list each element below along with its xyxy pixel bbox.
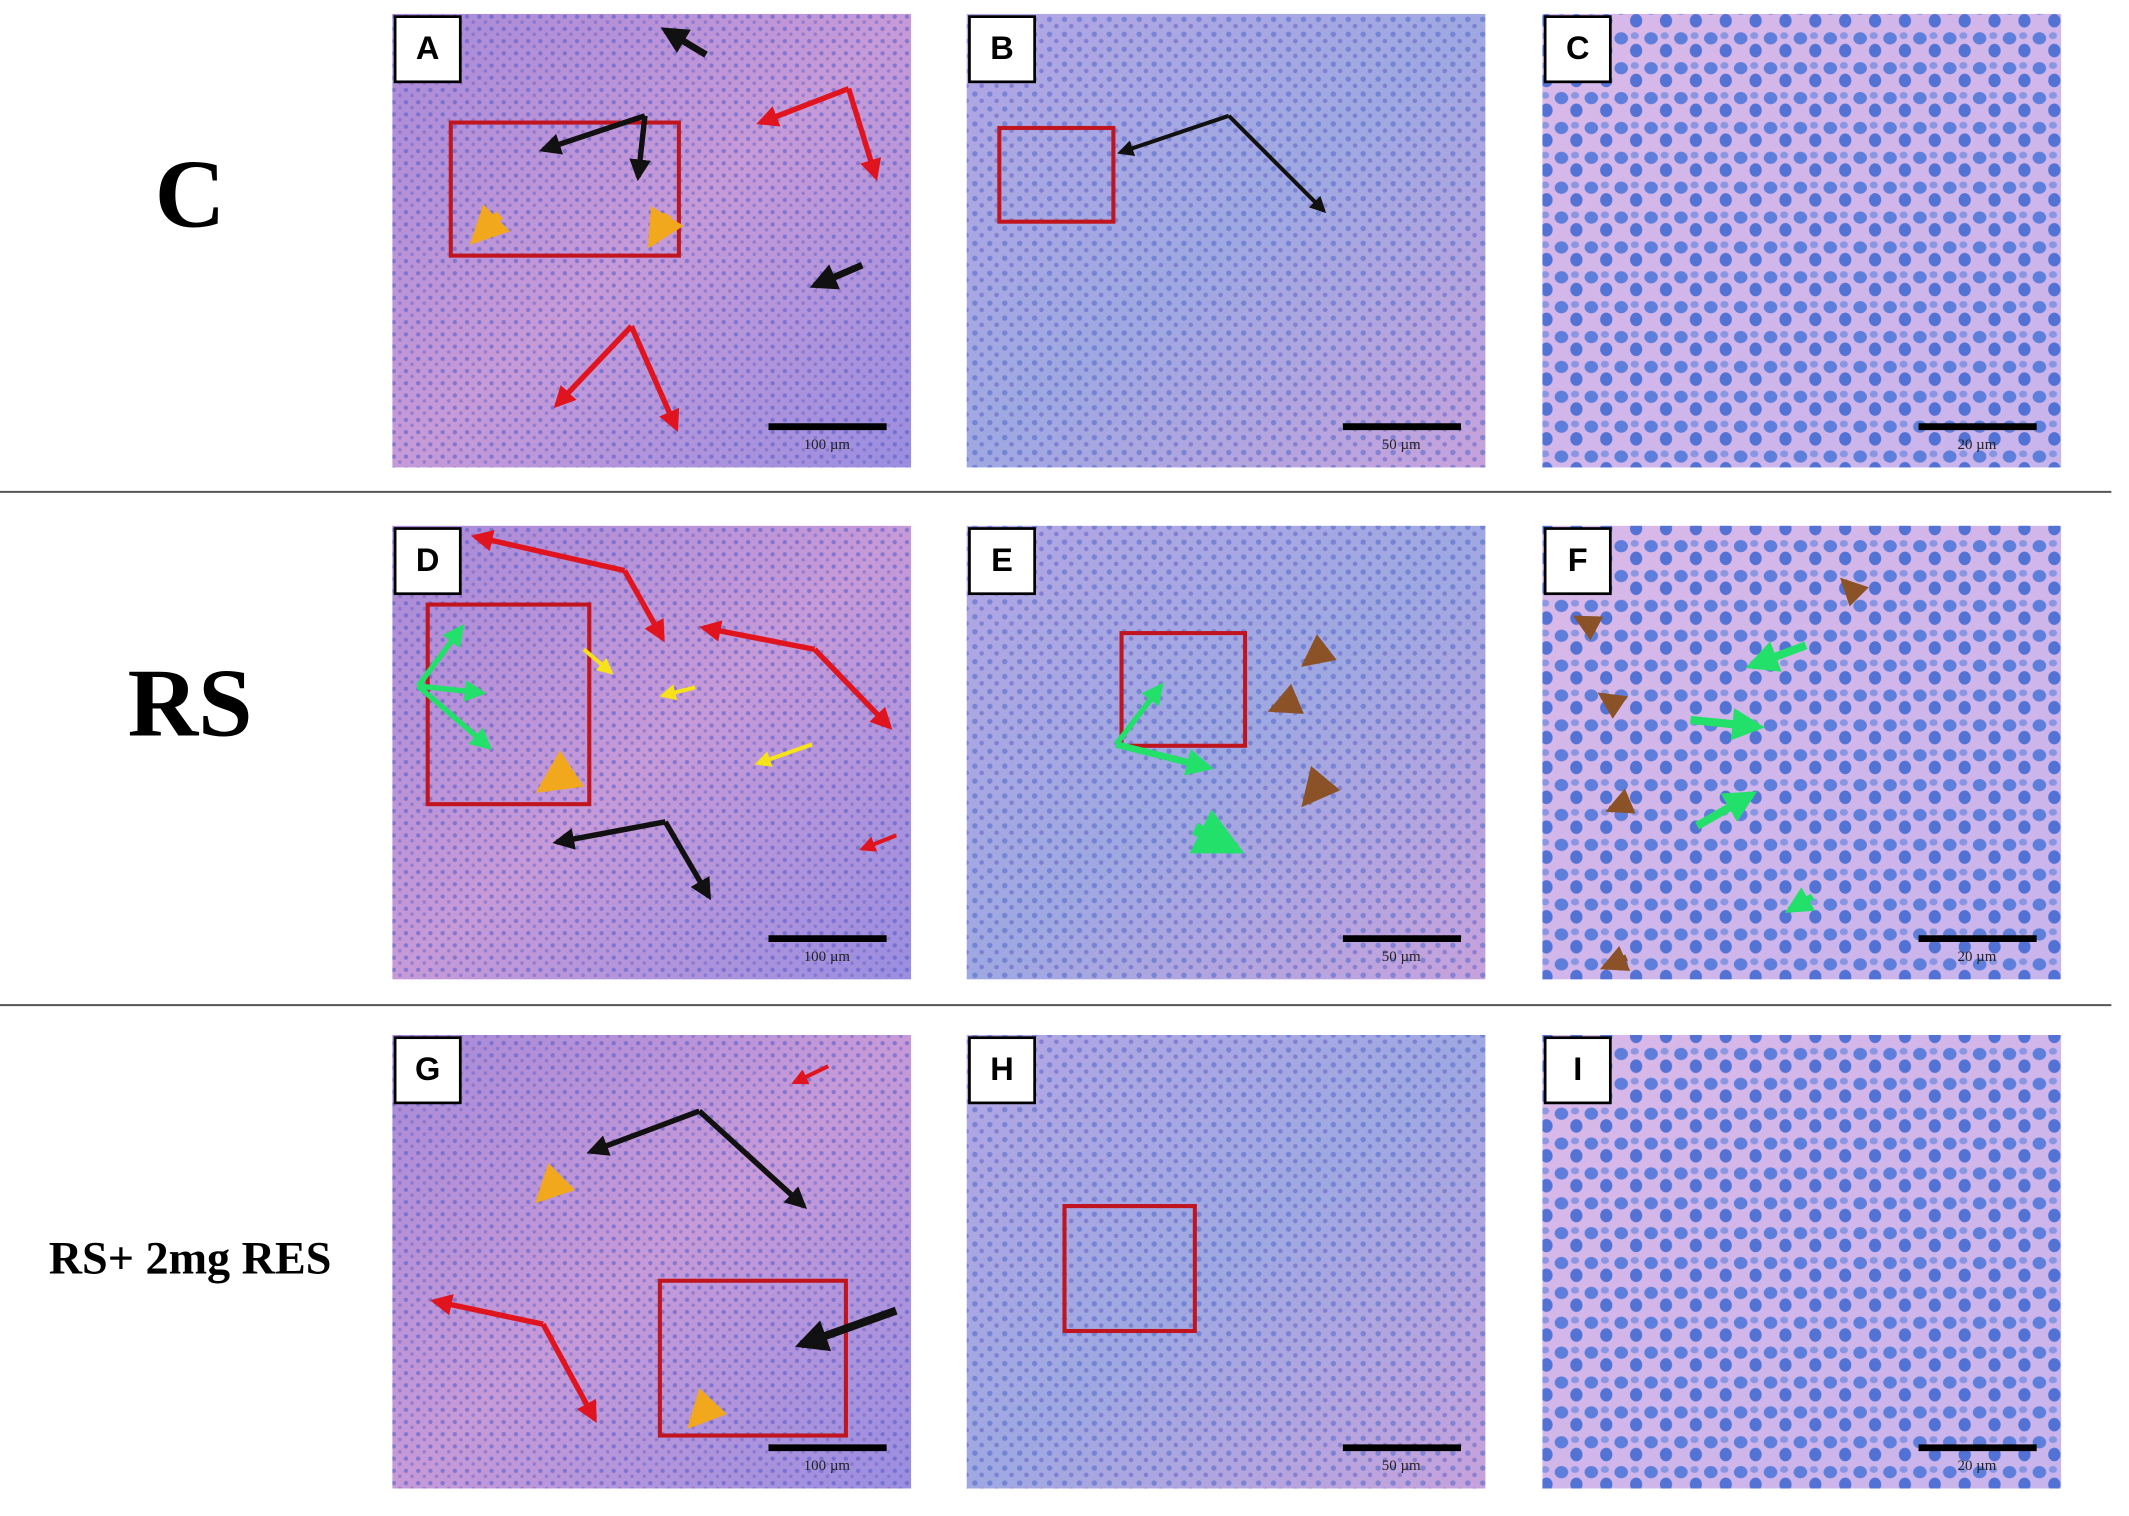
annotation-arrow — [754, 742, 813, 767]
scale-bar-label: 100 µm — [804, 1458, 851, 1474]
panel-letter: B — [990, 30, 1014, 66]
annotation-arrow — [812, 647, 893, 730]
panel-letter-box — [393, 527, 462, 596]
annotation-arrow — [628, 325, 680, 433]
annotation-arrow — [417, 680, 487, 702]
panel-letter-box — [1543, 15, 1612, 84]
region-box — [657, 1278, 848, 1438]
annotation-arrow — [1597, 692, 1628, 719]
annotation-arrow — [1267, 683, 1304, 714]
annotation-arrow — [469, 204, 511, 245]
annotation-arrow — [659, 684, 696, 701]
annotation-arrow — [1784, 887, 1816, 913]
annotation-arrow — [791, 1064, 830, 1085]
annotation-arrow — [1227, 114, 1327, 214]
scale-bar-label: 50 µm — [1382, 949, 1421, 965]
annotation-arrow — [582, 647, 614, 675]
region-box — [1062, 1204, 1197, 1334]
panel-letter: F — [1568, 542, 1588, 578]
micrograph-texture — [966, 1034, 1486, 1489]
annotation-arrow — [687, 1388, 728, 1429]
row-label: RS+ 2mg RES — [49, 1233, 332, 1284]
annotation-arrow — [416, 624, 465, 688]
annotation-arrow — [1189, 809, 1245, 855]
annotation-arrow — [1301, 765, 1341, 808]
scale-bar-label: 20 µm — [1957, 437, 1996, 453]
region-box — [1119, 631, 1248, 748]
annotation-arrow — [809, 262, 864, 290]
annotation-arrow — [794, 1306, 898, 1352]
annotation-arrow — [629, 115, 651, 182]
annotation-arrow — [1599, 945, 1631, 971]
scale-bar-label: 50 µm — [1382, 437, 1421, 453]
panel-letter: I — [1573, 1051, 1582, 1087]
annotation-arrow — [1605, 788, 1636, 814]
annotation-arrow — [470, 529, 626, 574]
panel-letter: E — [991, 542, 1013, 578]
row-label: RS — [128, 650, 253, 758]
panel-letter: A — [416, 30, 440, 66]
panel-letter: H — [990, 1051, 1014, 1087]
micrograph-texture — [966, 13, 1486, 468]
panel-letter: D — [416, 542, 440, 578]
annotation-arrow — [662, 820, 712, 901]
row-label: C — [155, 140, 226, 248]
scale-bar-label: 20 µm — [1957, 1458, 1996, 1474]
micrograph-texture — [1542, 525, 2062, 980]
annotation-arrow — [846, 87, 882, 182]
micrograph-texture — [392, 525, 912, 980]
panel-letter-box — [968, 15, 1036, 84]
scale-bar-label: 100 µm — [804, 949, 851, 965]
panel-letter-box — [968, 527, 1036, 596]
annotation-arrow — [1745, 641, 1808, 672]
annotation-arrow — [699, 620, 816, 653]
annotation-arrow — [660, 27, 708, 58]
annotation-arrow — [647, 206, 684, 249]
panel-letter-box — [968, 1036, 1036, 1105]
annotation-arrow — [586, 1108, 701, 1156]
annotation-arrow — [416, 683, 493, 750]
annotation-arrow — [622, 569, 665, 643]
annotation-arrow — [1115, 741, 1214, 776]
annotation-arrow — [756, 86, 850, 127]
annotation-arrow — [1840, 577, 1869, 607]
annotation-arrow — [1695, 791, 1758, 830]
annotation-arrow — [540, 1322, 598, 1424]
annotation-arrow — [1113, 682, 1164, 747]
scale-bar-label: 20 µm — [1957, 949, 1996, 965]
annotation-arrow — [535, 750, 585, 793]
region-box — [997, 125, 1116, 224]
region-box — [425, 602, 592, 807]
panel-letter: C — [1566, 30, 1590, 66]
micrograph-texture — [1542, 13, 2062, 468]
micrograph-texture — [1542, 1034, 2062, 1489]
panel-letter: G — [415, 1051, 440, 1087]
scale-bar-label: 100 µm — [804, 437, 851, 453]
annotation-arrow — [538, 113, 646, 155]
panel-letter-box — [1543, 1036, 1612, 1105]
panel-letter-box — [393, 15, 462, 84]
annotation-arrow — [552, 819, 666, 850]
annotation-arrow — [430, 1294, 544, 1327]
micrograph-texture — [392, 1034, 912, 1489]
annotation-arrow — [553, 324, 634, 409]
annotation-arrow — [1301, 634, 1337, 667]
annotation-arrow — [1690, 707, 1765, 741]
annotation-arrow — [1117, 113, 1230, 156]
panel-letter-box — [393, 1036, 462, 1105]
annotation-arrow — [1572, 615, 1604, 641]
scale-bar-label: 50 µm — [1382, 1458, 1421, 1474]
region-box — [448, 120, 681, 258]
annotation-arrow — [859, 833, 897, 852]
micrograph-texture — [966, 525, 1486, 980]
annotation-arrow — [535, 1162, 576, 1204]
panel-letter-box — [1543, 527, 1612, 596]
annotation-arrow — [697, 1109, 808, 1209]
